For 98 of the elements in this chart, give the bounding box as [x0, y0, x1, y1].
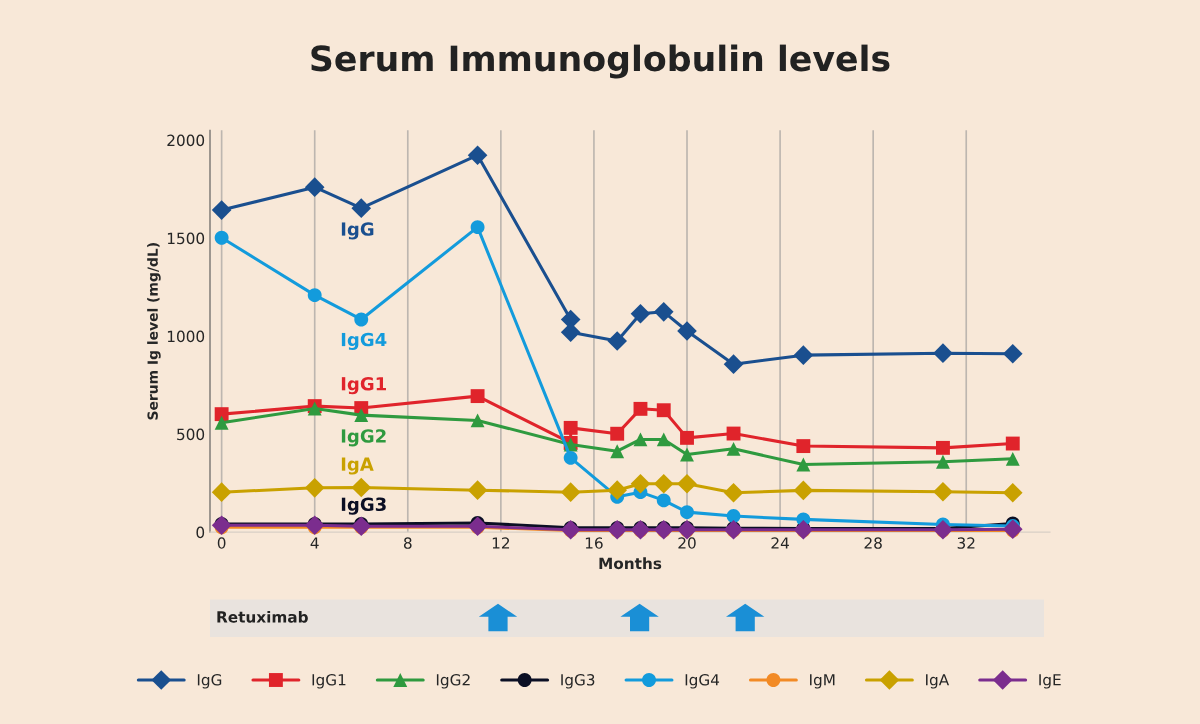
- point: [656, 432, 671, 447]
- point: [607, 480, 628, 501]
- x-tick-label: 16: [585, 537, 603, 549]
- point: [354, 312, 369, 327]
- point: [470, 220, 485, 235]
- point: [214, 230, 229, 245]
- point: [656, 493, 671, 508]
- annotation: IgA: [341, 457, 374, 475]
- x-axis-title: Months: [599, 557, 662, 570]
- point: [630, 303, 651, 324]
- point: [677, 473, 697, 494]
- point: [560, 482, 581, 502]
- point: [467, 145, 488, 166]
- legend-label: IgA: [926, 674, 950, 689]
- legend-label: IgM: [810, 674, 835, 689]
- point: [793, 345, 814, 365]
- point: [211, 515, 232, 536]
- point: [214, 415, 229, 430]
- point: [793, 519, 814, 540]
- legend-label: IgG3: [561, 674, 595, 689]
- y-axis-title: Serum Ig level (mg/dL): [147, 243, 161, 420]
- point: [563, 450, 578, 465]
- point: [607, 519, 628, 540]
- point: [1005, 451, 1020, 466]
- point: [560, 322, 581, 343]
- point: [307, 288, 322, 303]
- legend-label: IgG4: [685, 674, 720, 689]
- point: [351, 516, 372, 537]
- x-tick-label: 4: [310, 537, 319, 549]
- y-tick-label: 0: [196, 526, 205, 539]
- point: [933, 481, 953, 502]
- point: [467, 480, 488, 501]
- point: [470, 413, 485, 428]
- point: [354, 408, 369, 423]
- point: [726, 441, 741, 456]
- point: [607, 331, 628, 351]
- annotation: IgG4: [341, 332, 387, 351]
- point: [726, 509, 741, 524]
- point: [723, 482, 744, 503]
- chart-title: Serum Immunoglobulin levels: [311, 44, 890, 79]
- x-tick-label: 24: [771, 537, 789, 549]
- x-tick-label: 8: [403, 537, 412, 549]
- point: [653, 302, 674, 322]
- point: [1002, 343, 1023, 364]
- point: [633, 401, 648, 416]
- point: [723, 519, 744, 540]
- point: [211, 482, 232, 502]
- point: [610, 426, 625, 441]
- point: [936, 440, 950, 455]
- legend-label: IgE: [1039, 674, 1061, 689]
- point: [933, 519, 953, 540]
- annotation: IgG1: [341, 376, 386, 395]
- point: [470, 389, 485, 404]
- point: [1002, 482, 1023, 503]
- x-tick-label: 0: [217, 537, 226, 549]
- point: [653, 473, 674, 494]
- point: [656, 403, 671, 418]
- legend-label: IgG: [197, 674, 222, 689]
- point: [211, 200, 232, 220]
- x-tick-label: 28: [864, 537, 882, 549]
- point: [796, 457, 811, 472]
- x-tick-label: 32: [957, 537, 975, 549]
- point: [796, 439, 811, 454]
- annotation: IgG3: [341, 497, 386, 515]
- point: [304, 478, 325, 498]
- point: [680, 505, 694, 520]
- point: [467, 516, 488, 537]
- point: [351, 477, 372, 498]
- y-tick-label: 1000: [167, 330, 205, 343]
- y-tick-label: 500: [177, 428, 205, 441]
- point: [304, 515, 325, 536]
- x-tick-label: 20: [678, 537, 696, 549]
- point: [563, 420, 578, 435]
- point: [610, 444, 625, 459]
- point: [304, 177, 325, 197]
- annotation: IgG: [341, 222, 374, 240]
- point: [1002, 519, 1023, 540]
- point: [936, 454, 950, 469]
- point: [793, 480, 814, 501]
- legend-label: IgG1: [312, 674, 346, 689]
- point: [633, 432, 648, 447]
- point: [653, 519, 674, 540]
- x-tick-label: 12: [492, 537, 510, 549]
- legend-label: IgG2: [436, 674, 470, 689]
- y-tick-label: 1500: [167, 232, 205, 245]
- point: [677, 321, 697, 341]
- point: [933, 343, 953, 363]
- point: [630, 519, 651, 540]
- annotation: IgG2: [341, 429, 386, 447]
- point: [1005, 436, 1020, 451]
- y-tick-label: 2000: [167, 134, 205, 147]
- point: [351, 198, 372, 218]
- text: Retuximab: [217, 610, 308, 623]
- point: [680, 430, 694, 445]
- point: [723, 354, 744, 374]
- point: [630, 473, 651, 494]
- point: [214, 407, 229, 422]
- point: [560, 519, 581, 540]
